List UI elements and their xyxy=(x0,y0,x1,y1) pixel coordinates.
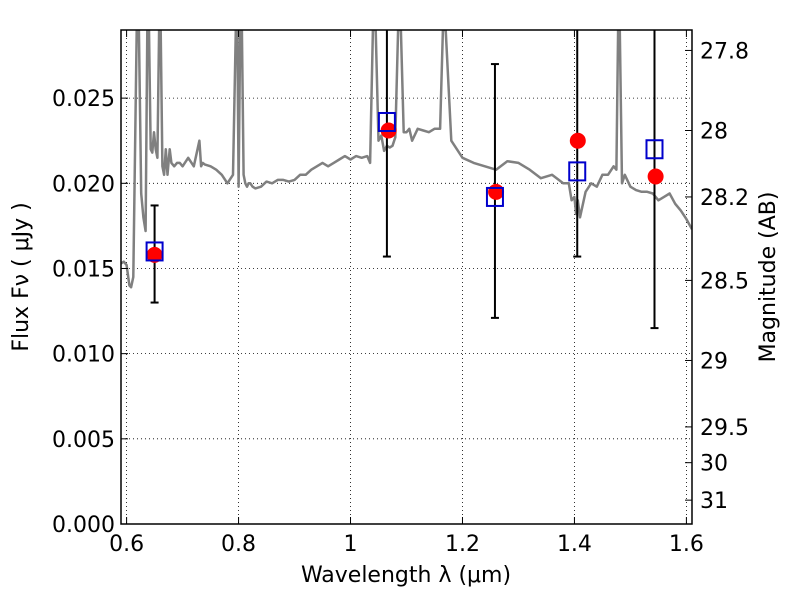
y-axis-label: Flux Fν ( μJy ) xyxy=(9,202,34,351)
right-tick-label: 29 xyxy=(700,349,728,374)
right-tick-label: 28 xyxy=(700,120,728,145)
plot-background xyxy=(121,30,692,524)
y-tick-label: 0.005 xyxy=(52,428,115,453)
observed-point xyxy=(145,241,164,262)
plot-frame xyxy=(120,29,693,525)
right-tick-label: 30 xyxy=(700,452,728,477)
data-marks xyxy=(145,30,664,330)
x-tick-label: 0.8 xyxy=(221,532,256,557)
right-tick-label: 31 xyxy=(700,489,728,514)
y-tick-label: 0.015 xyxy=(52,257,115,282)
y-tick-label: 0.020 xyxy=(52,172,115,197)
right-tick-label: 29.5 xyxy=(700,416,749,441)
y-tick-label: 0.025 xyxy=(52,87,115,112)
x-tick-label: 1.6 xyxy=(669,532,704,557)
model-spectrum-line xyxy=(121,30,692,289)
observed-point xyxy=(568,161,587,182)
x-tick-label: 0.6 xyxy=(109,532,144,557)
observed-point xyxy=(485,186,504,207)
x-axis-label: Wavelength λ (μm) xyxy=(301,563,511,588)
model-point xyxy=(569,132,586,149)
right-tick-label: 28.2 xyxy=(700,186,749,211)
x-tick-label: 1 xyxy=(344,532,358,557)
model-point xyxy=(647,168,664,185)
right-tick-label: 27.8 xyxy=(700,39,749,64)
right-axis-label: Magnitude (AB) xyxy=(756,192,781,363)
observed-point xyxy=(645,139,664,160)
axis-ticks: 0.6 0.8 1 1.2 1.4 1.6 0.000 0.005 0.010 0.015 0.02… xyxy=(52,30,749,557)
model-point xyxy=(488,183,505,200)
right-tick-label: 28.5 xyxy=(700,269,749,294)
observed-point xyxy=(377,111,396,132)
x-tick-label: 1.2 xyxy=(445,532,480,557)
y-tick-label: 0.000 xyxy=(52,513,115,538)
x-tick-label: 1.4 xyxy=(557,532,592,557)
y-tick-label: 0.010 xyxy=(52,343,115,368)
